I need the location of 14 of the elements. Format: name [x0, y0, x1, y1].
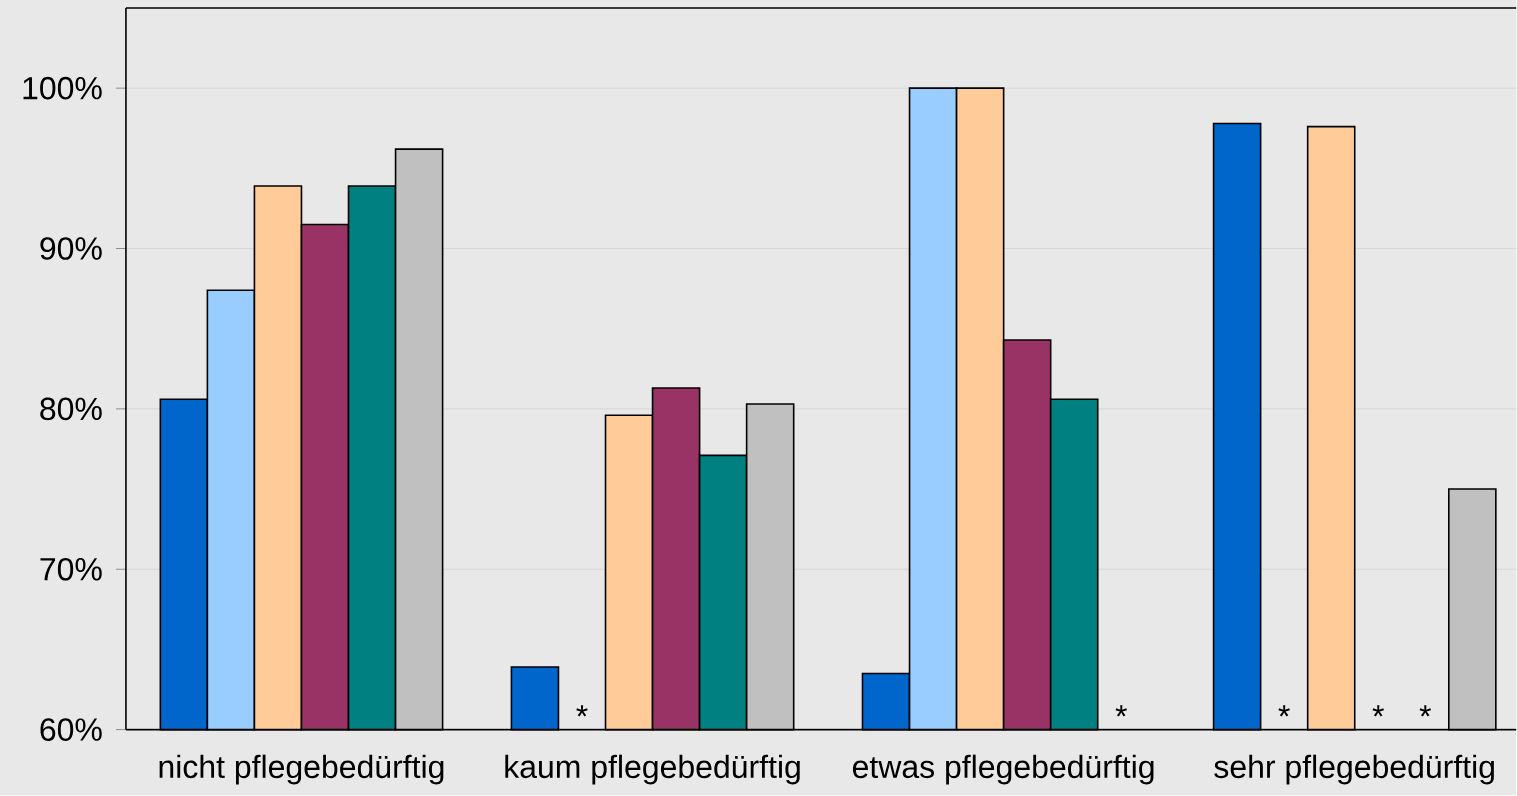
- x-tick-label: sehr pflegebedürftig: [1214, 754, 1494, 785]
- annotation: *: [1419, 705, 1431, 717]
- y-tick-label: 100%: [23, 77, 102, 100]
- x-tick-label: kaum pflegebedürftig: [505, 754, 800, 785]
- annotation: *: [1115, 705, 1127, 717]
- x-tick-label: nicht pflegebedürftig: [159, 754, 444, 785]
- annotation: *: [576, 705, 588, 717]
- y-tick-label: 90%: [40, 237, 102, 261]
- y-tick-label: 60%: [40, 718, 102, 742]
- annotation: *: [1372, 705, 1384, 717]
- annotation: *: [1278, 705, 1290, 717]
- y-tick-label: 80%: [40, 397, 102, 421]
- y-tick-label: 70%: [40, 558, 102, 581]
- x-tick-label: etwas pflegebedürftig: [852, 754, 1154, 785]
